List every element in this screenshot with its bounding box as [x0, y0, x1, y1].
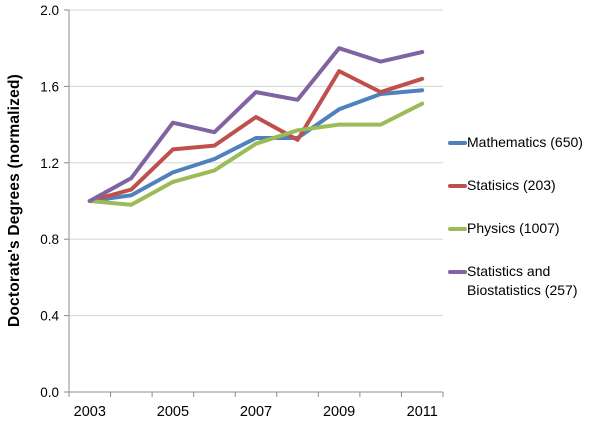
legend-label: Physics (1007)	[467, 220, 560, 236]
physics-line-marker-icon	[448, 227, 467, 231]
series-line-statisics	[87, 69, 425, 203]
series-line-physics	[87, 101, 425, 207]
legend-item-statisics: Statisics (203)	[448, 176, 556, 195]
x-tick-label: 2011	[407, 404, 438, 420]
y-tick-label: 0.4	[40, 309, 59, 324]
legend-label: Statistics and Biostatistics (257)	[467, 263, 578, 298]
y-tick-label: 0.0	[40, 385, 59, 400]
statistics-and-biostatistics-line-marker-icon	[448, 270, 467, 274]
x-tick-label: 2003	[74, 404, 106, 420]
x-tick-label: 2005	[157, 404, 189, 420]
y-tick-label: 0.8	[40, 232, 59, 247]
y-tick-label: 1.6	[40, 79, 59, 94]
legend-item-mathematics: Mathematics (650)	[448, 133, 583, 152]
legend-item-statistics-and-biostatistics: Statistics and Biostatistics (257)	[448, 262, 597, 300]
x-tick-label: 2009	[323, 404, 355, 420]
y-tick-label: 2.0	[40, 3, 59, 18]
statisics-line-marker-icon	[448, 184, 467, 188]
legend-label: Statisics (203)	[467, 177, 556, 193]
legend-label: Mathematics (650)	[467, 134, 583, 150]
series-line-statistics-and-biostatistics	[87, 46, 425, 203]
x-tick-label: 2007	[240, 404, 272, 420]
series-line-mathematics	[87, 88, 425, 203]
legend-item-physics: Physics (1007)	[448, 219, 560, 238]
mathematics-line-marker-icon	[448, 141, 467, 145]
y-tick-label: 1.2	[40, 156, 59, 171]
